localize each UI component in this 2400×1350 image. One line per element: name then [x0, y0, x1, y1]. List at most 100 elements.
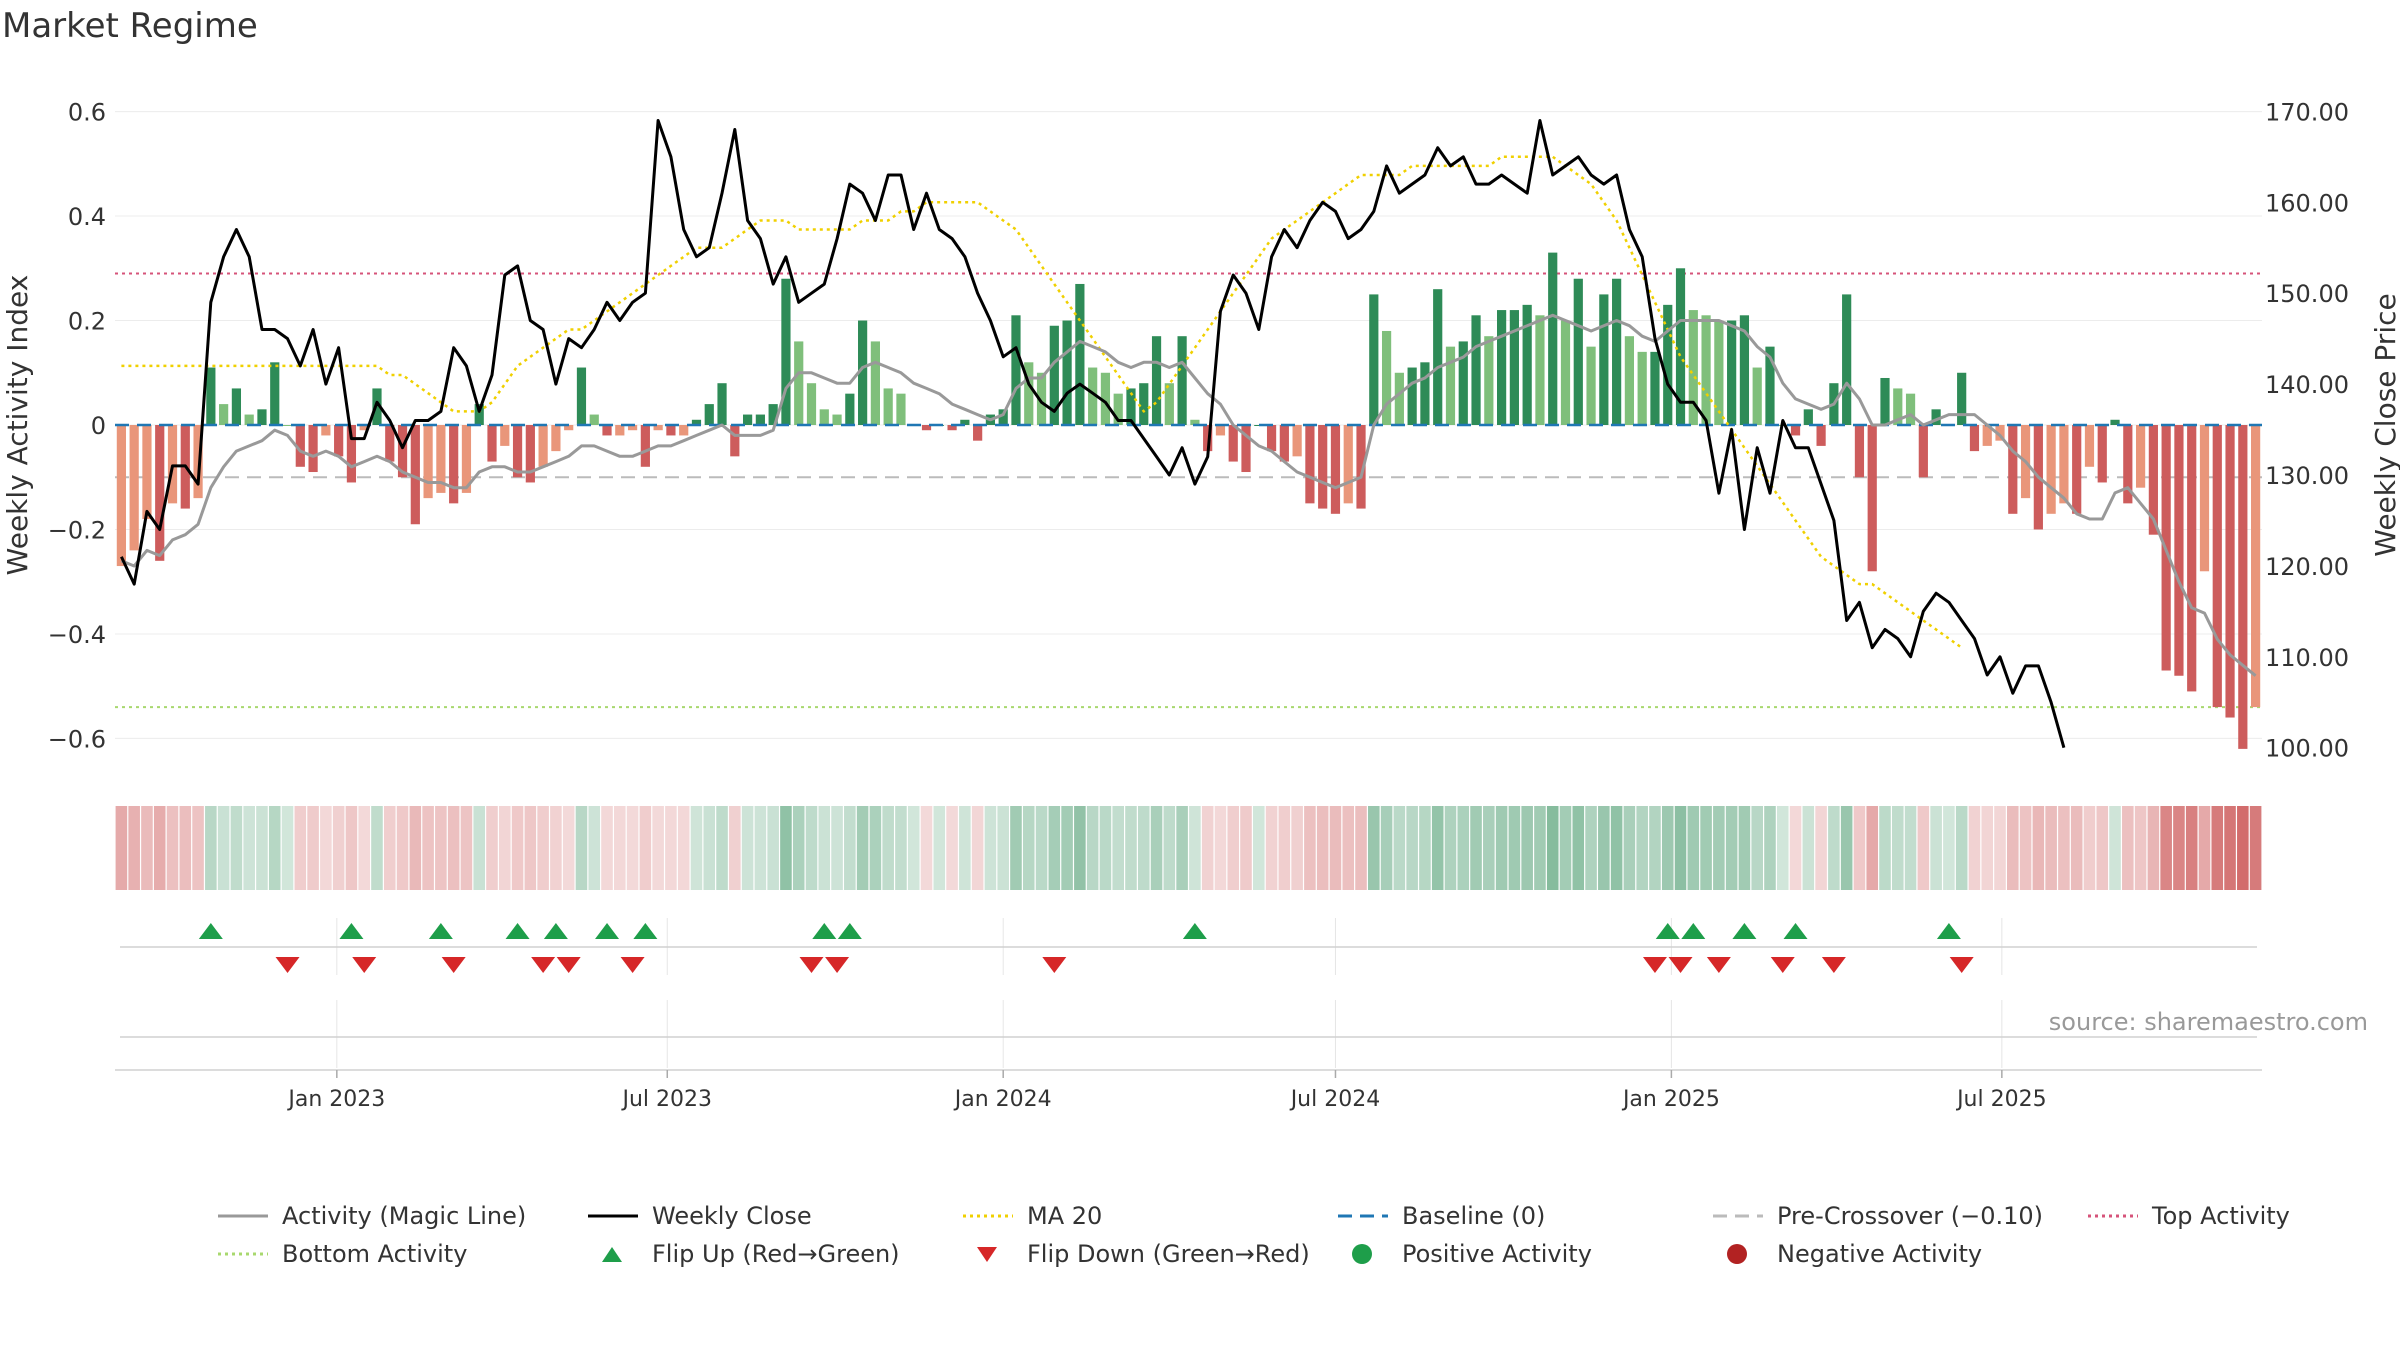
activity-bar — [2110, 419, 2120, 425]
activity-bar — [1497, 310, 1507, 425]
regime-band-cell — [588, 806, 601, 890]
regime-band-cell — [1968, 806, 1981, 890]
regime-band-cell — [1840, 806, 1853, 890]
activity-bar — [270, 362, 280, 425]
activity-bar — [1266, 425, 1277, 452]
activity-bar — [525, 425, 535, 483]
flip-down-marker — [556, 957, 581, 973]
regime-band-cell — [1955, 806, 1968, 890]
series-lines — [115, 119, 2262, 749]
regime-band-cell — [307, 806, 319, 890]
activity-bar — [295, 425, 305, 467]
activity-bar — [1931, 409, 1941, 425]
legend-dot-icon — [1727, 1244, 1747, 1264]
regime-band-cell — [2096, 806, 2109, 890]
regime-band-cell — [1585, 806, 1597, 890]
activity-bar — [1011, 315, 1021, 425]
activity-bar — [1458, 341, 1468, 425]
regime-band-cell — [767, 806, 779, 890]
chart-title: Market Regime — [2, 6, 258, 46]
activity-bar — [2084, 425, 2095, 467]
regime-band-cell — [1764, 806, 1776, 890]
activity-bar — [947, 425, 957, 431]
activity-bar — [768, 404, 778, 425]
flip-up-marker — [837, 923, 862, 939]
activity-bar — [1126, 388, 1136, 425]
regime-band-cell — [831, 806, 843, 890]
activity-bar — [1292, 425, 1302, 457]
flip-up-marker — [428, 923, 453, 939]
regime-band-cell — [2211, 806, 2224, 890]
regime-band-cell — [1137, 806, 1150, 890]
regime-band-cell — [2160, 806, 2172, 890]
regime-band-cell — [1457, 806, 1470, 890]
regime-band-cell — [677, 806, 690, 890]
regime-band-cell — [268, 806, 281, 890]
legend-label: Pre-Crossover (−0.10) — [1777, 1202, 2044, 1230]
activity-bar — [1254, 425, 1264, 426]
legend-item: Weekly Close — [580, 1200, 955, 1232]
activity-bar — [1062, 320, 1072, 425]
activity-bar — [129, 425, 139, 551]
activity-bar — [1203, 425, 1213, 452]
regime-band-cell — [1150, 806, 1163, 890]
activity-bar — [1049, 325, 1059, 425]
regime-band-cell — [1406, 806, 1418, 890]
activity-bar — [1433, 289, 1443, 425]
regime-band-cell — [1866, 806, 1879, 890]
regime-band-cell — [1815, 806, 1827, 890]
regime-band-cell — [716, 806, 728, 890]
y-right-tick-label: 150.00 — [2265, 280, 2349, 308]
flip-down-icon — [977, 1247, 997, 1262]
regime-band-cell — [153, 806, 166, 890]
regime-band-cell — [1010, 806, 1022, 890]
flip-up-marker — [1936, 923, 1961, 939]
activity-bar — [653, 425, 663, 431]
activity-bar — [704, 404, 714, 425]
regime-band-cell — [1419, 806, 1431, 890]
regime-band-cell — [1610, 806, 1623, 890]
activity-bar — [1177, 336, 1187, 425]
activity-bar — [1305, 425, 1315, 504]
y-left-tick-label: 0.6 — [68, 99, 106, 127]
regime-band-cell — [971, 806, 984, 890]
activity-bar — [538, 425, 548, 467]
flip-down-marker — [275, 957, 300, 973]
regime-band-cell — [115, 806, 128, 890]
regime-band-cell — [447, 806, 460, 890]
y-right-tick-label: 140.00 — [2265, 371, 2349, 399]
regime-band-cell — [856, 806, 869, 890]
ma20-line — [121, 155, 1963, 649]
regime-band-cell — [997, 806, 1009, 890]
activity-bar — [1739, 315, 1750, 425]
regime-band-cell — [1470, 806, 1482, 890]
regime-band-cell — [128, 806, 140, 890]
activity-bar — [2046, 425, 2056, 514]
regime-band-cell — [1380, 806, 1393, 890]
regime-band-cell — [601, 806, 613, 890]
y-right-tick-label: 160.00 — [2265, 189, 2349, 217]
x-tick-label: Jan 2024 — [953, 1087, 1052, 1112]
regime-band-cell — [1240, 806, 1252, 890]
activity-bar — [1905, 393, 1916, 425]
legend-label: Flip Up (Red→Green) — [652, 1240, 900, 1268]
activity-bar — [1445, 346, 1456, 425]
activity-bar — [2238, 425, 2248, 749]
regime-band-cell — [422, 806, 434, 890]
activity-bar — [1918, 425, 1928, 478]
activity-bar — [589, 414, 599, 425]
activity-bar — [794, 341, 804, 425]
activity-bar — [819, 409, 829, 425]
regime-band-cell — [754, 806, 767, 890]
activity-bar — [1675, 268, 1686, 425]
regime-band-cell — [550, 806, 562, 890]
regime-band-cell — [1112, 806, 1125, 890]
legend-label: Weekly Close — [652, 1202, 812, 1230]
regime-band-cell — [320, 806, 332, 890]
regime-band-cell — [256, 806, 268, 890]
regime-band-cell — [1534, 806, 1546, 890]
regime-band-cell — [1738, 806, 1751, 890]
flip-up-marker — [595, 923, 620, 939]
y-right-axis-label: Weekly Close Price — [2369, 293, 2400, 556]
